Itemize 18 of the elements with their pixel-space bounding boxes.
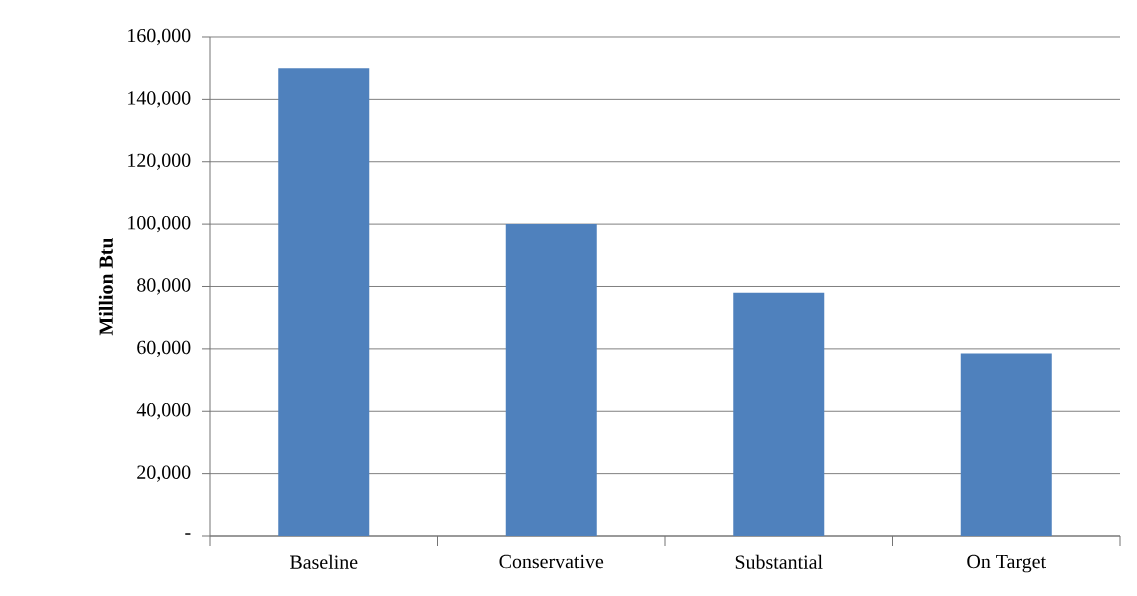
y-tick-label: 60,000 xyxy=(137,340,191,358)
y-tick-label: 160,000 xyxy=(128,28,191,46)
bar xyxy=(960,353,1052,536)
y-tick-label: 20,000 xyxy=(137,465,191,482)
y-axis-title: Million Btu xyxy=(98,238,113,336)
bar xyxy=(733,292,825,536)
y-tick-label: 140,000 xyxy=(128,91,191,108)
x-tick-label: Substantial xyxy=(735,554,823,569)
x-tick-label: On Target xyxy=(967,554,1046,573)
y-tick-label: - xyxy=(185,533,191,535)
y-tick-label: 100,000 xyxy=(128,215,191,233)
bar xyxy=(278,68,370,536)
x-tick-label: Conservative xyxy=(499,554,604,569)
y-tick-label: 120,000 xyxy=(128,153,191,170)
bar xyxy=(505,224,597,536)
y-tick-label: 80,000 xyxy=(137,278,191,295)
x-tick-label: Baseline xyxy=(290,554,358,569)
y-tick-label: 40,000 xyxy=(136,403,191,420)
